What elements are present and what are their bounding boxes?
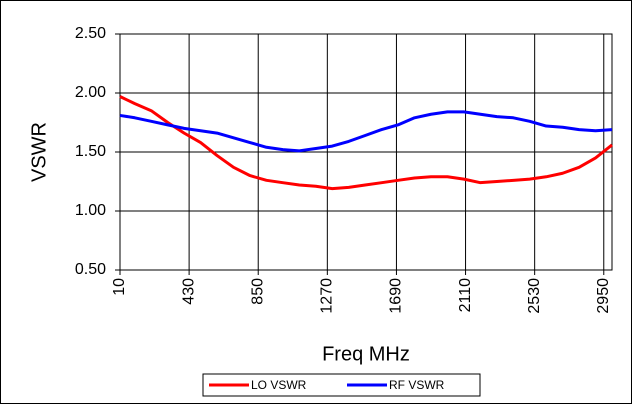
x-tick-label: 2950 [595, 278, 612, 314]
x-tick-label: 10 [111, 278, 128, 296]
x-tick-label: 430 [180, 278, 197, 305]
x-tick-label: 2110 [457, 278, 474, 313]
y-tick-label: 2.50 [75, 25, 106, 42]
legend-label: LO VSWR [251, 378, 307, 392]
y-tick-label: 0.50 [75, 261, 106, 278]
y-tick-label: 1.50 [75, 143, 106, 160]
x-tick-label: 2530 [526, 278, 543, 314]
line-series [119, 95, 613, 191]
y-axis-label: VSWR [28, 122, 50, 182]
line-series [119, 110, 613, 153]
legend-label: RF VSWR [389, 378, 445, 392]
y-tick-label: 1.00 [75, 202, 106, 219]
x-tick-label: 1270 [319, 278, 336, 314]
x-tick-label: 850 [249, 278, 266, 305]
y-tick-label: 2.00 [75, 84, 106, 101]
legend-box [202, 373, 481, 397]
x-tick-label: 1690 [388, 278, 405, 314]
x-axis-label: Freq MHz [322, 343, 410, 365]
